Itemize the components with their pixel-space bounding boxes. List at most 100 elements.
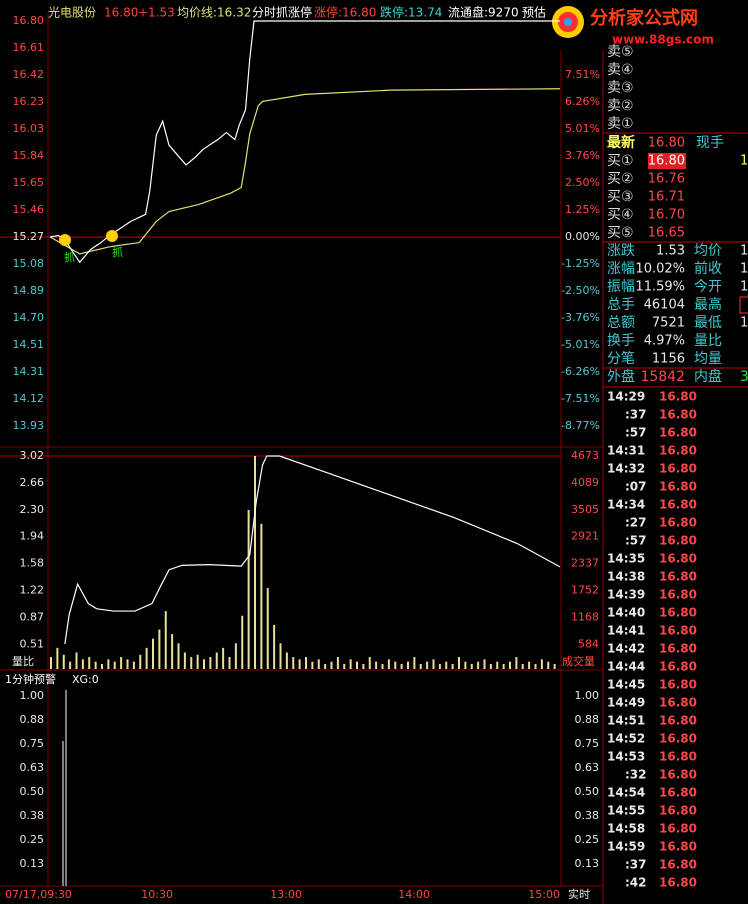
volume-bar	[553, 663, 556, 669]
pct-tick: 7.51%	[565, 68, 600, 81]
tick-price: 16.80	[659, 462, 697, 476]
pct-tick: 5.01%	[565, 122, 600, 135]
ask-label: 卖⑤	[607, 44, 634, 60]
volume-bar	[183, 652, 186, 669]
volume-bar	[426, 661, 429, 669]
volume-bar	[343, 663, 346, 669]
tick-time: 14:39	[607, 588, 645, 602]
ratio-tick: 2.30	[20, 503, 45, 516]
latest-value: 16.80	[648, 136, 685, 151]
volume-bar	[101, 663, 103, 669]
tick-time: 14:54	[607, 786, 645, 800]
volume-bar	[477, 661, 480, 669]
volume-bar	[152, 638, 154, 669]
alert-tick: 0.88	[20, 713, 45, 726]
price-tick: 14.70	[13, 311, 45, 324]
volume-bar	[381, 663, 384, 669]
volume-bar	[62, 654, 65, 669]
alert-tick: 0.38	[20, 809, 45, 822]
volume-bar	[387, 659, 390, 669]
volume-bar	[330, 661, 333, 669]
tick-price: 16.80	[659, 696, 697, 710]
alert-title: 1分钟预警	[5, 672, 56, 686]
tick-time: 14:51	[607, 714, 645, 728]
volume-bar	[489, 663, 492, 669]
volume-bar	[445, 661, 448, 669]
bid-price: 16.70	[648, 208, 685, 223]
volume-bar	[120, 657, 123, 669]
tick-price: 16.80	[659, 390, 697, 404]
tick-price: 16.80	[659, 822, 697, 836]
alert-tick-right: 0.13	[575, 857, 600, 870]
alert-tick-right: 0.63	[575, 761, 600, 774]
volume-tick: 4089	[571, 476, 599, 489]
tick-price: 16.80	[659, 480, 697, 494]
alert-tick: 0.50	[20, 785, 45, 798]
tick-time: 14:45	[607, 678, 645, 692]
volume-bar	[375, 661, 378, 669]
time-label: 15:00	[528, 888, 560, 901]
tick-time: 14:38	[607, 570, 645, 584]
limit-down: 跌停:13.74	[380, 5, 442, 20]
volume-bar	[502, 663, 505, 669]
float: 流通盘:9270	[448, 5, 519, 20]
volume-bar	[458, 657, 460, 669]
time-label: 13:00	[270, 888, 302, 901]
tick-time: 14:42	[607, 642, 645, 656]
volume-bar	[413, 657, 416, 669]
volume-bar	[419, 663, 422, 669]
ratio-tick: 3.02	[20, 449, 45, 462]
ratio-tick: 1.94	[20, 530, 45, 543]
volume-bar	[94, 661, 97, 669]
tick-time: 14:40	[607, 606, 645, 620]
volume-bar	[88, 657, 91, 669]
tick-price: 16.80	[659, 570, 697, 584]
volume-bar	[285, 652, 288, 669]
volume-bar	[407, 661, 409, 669]
stat-cell: 均量	[694, 351, 722, 367]
stat-cell: 涨幅	[607, 261, 635, 277]
ratio-line	[64, 455, 561, 645]
price-tick: 14.51	[13, 338, 45, 351]
tick-time: 14:59	[607, 840, 645, 854]
volume-bar	[547, 661, 550, 669]
volume-bar	[228, 657, 231, 669]
volume-bar	[266, 588, 269, 669]
price-tick: 15.46	[13, 203, 45, 216]
tick-price: 16.80	[659, 714, 697, 728]
time-label: 14:00	[398, 888, 430, 901]
indicator: 分时抓涨停	[252, 5, 312, 20]
stat-cell: 1	[740, 316, 748, 331]
stat-cell: 1.53	[656, 244, 685, 259]
volume-bar	[451, 663, 454, 669]
bid-price: 16.80	[648, 154, 685, 169]
tick-time: 14:55	[607, 804, 645, 818]
tick-time: 14:31	[607, 444, 645, 458]
limit-up: 涨停:16.80	[314, 5, 376, 20]
price-tick: 14.31	[13, 365, 45, 378]
now-label: 现手	[696, 135, 724, 151]
alert-tick-right: 0.25	[575, 833, 600, 846]
ratio-tick: 0.51	[20, 637, 45, 650]
alert-tick-right: 0.88	[575, 713, 600, 726]
stat-cell: 分笔	[607, 351, 635, 367]
tick-time: :07	[625, 480, 647, 494]
volume-bar	[540, 659, 543, 669]
outer-cell: 内盘	[694, 368, 722, 385]
ratio-label: 量比	[12, 655, 34, 668]
bid-label: 买②	[607, 171, 634, 187]
bid-price: 16.71	[648, 190, 685, 205]
price-tick: 16.61	[13, 41, 45, 54]
volume-bar	[528, 661, 531, 669]
pct-tick: -8.77%	[561, 419, 600, 432]
tick-price: 16.80	[659, 786, 697, 800]
volume-bar	[254, 456, 256, 669]
pct-tick: 6.26%	[565, 95, 600, 108]
ask-label: 卖④	[607, 62, 634, 78]
volume-bar	[317, 659, 320, 669]
outer-cell: 15842	[640, 369, 685, 385]
tick-time: 14:53	[607, 750, 645, 764]
alert-tick: 1.00	[20, 689, 45, 702]
alert-xg: XG:0	[72, 673, 99, 686]
